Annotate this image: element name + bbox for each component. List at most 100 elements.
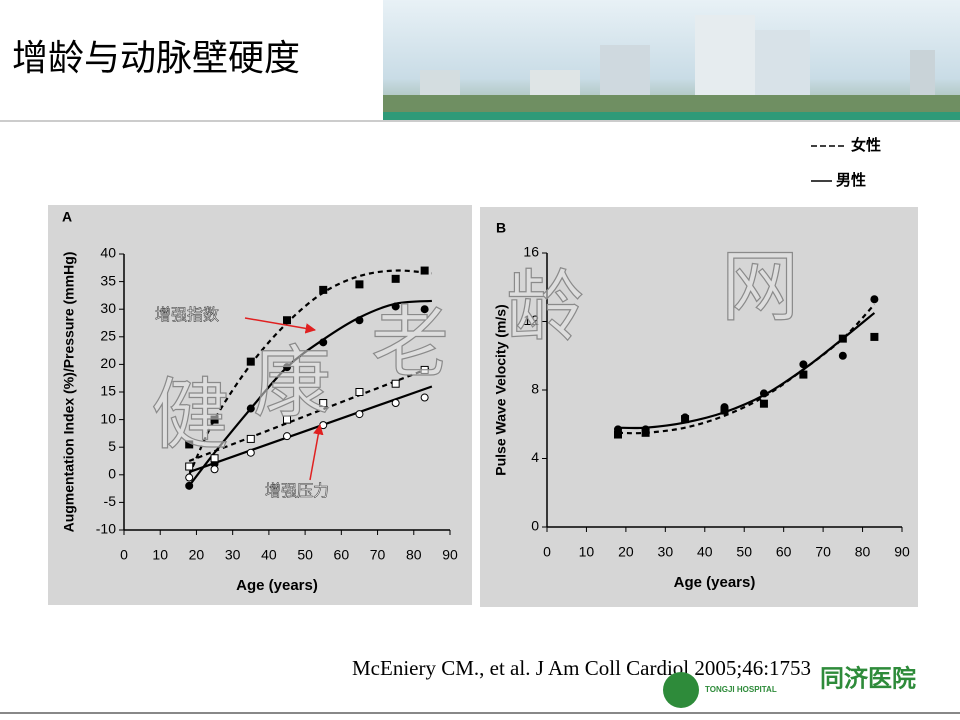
point [391,399,400,408]
annotation-arrow [244,317,317,334]
point [799,370,808,379]
x-tick-label: 20 [189,547,205,563]
header-photo [383,0,960,120]
x-tick-label: 30 [225,547,241,563]
chart: A -10 -5 0 5 10 15 20 25 30 35 40 0 10 20 30 40 50 60 70 80 9… [61,209,458,594]
legend: 女性 男性 [811,136,881,189]
y-tick-label: 20 [100,355,116,371]
point [420,266,429,275]
point [420,365,429,374]
x-tick-label: 50 [736,544,752,560]
x-tick-label: 60 [334,547,350,563]
watermark-char: 龄 [506,262,584,352]
y-tick-label: 25 [100,328,116,344]
point [355,316,364,325]
x-tick-label: 0 [120,547,128,563]
y-tick-label: 0 [531,518,539,534]
panel-background [48,205,472,605]
annotation: 增强压力 [265,482,329,500]
y-tick-label: 5 [108,438,116,454]
point [319,399,328,408]
x-tick-label: 90 [894,544,910,560]
point [283,415,291,424]
x-tick-label: 60 [776,544,792,560]
logo-name: 同济医院 [820,664,916,692]
y-tick-label: 30 [100,300,116,316]
x-tick-label: 10 [152,547,168,563]
point [246,404,255,413]
y-tick-label: 40 [100,245,116,261]
x-tick-label: 90 [442,547,458,563]
y-tick-label: 35 [100,272,116,288]
point [185,481,194,490]
panel-label: B [496,220,506,236]
point [391,302,400,311]
y-tick-label: 4 [531,449,539,465]
point [246,448,255,457]
point [641,425,650,434]
x-tick-label: 40 [697,544,713,560]
fit-line [188,269,432,476]
point [720,403,729,412]
point [681,413,690,422]
point [185,462,194,471]
y-axis-label: Pulse Wave Velocity (m/s) [493,304,509,475]
y-tick-label: 12 [523,312,539,328]
point [246,434,255,443]
x-tick-label: 70 [370,547,386,563]
x-tick-label: 80 [855,544,871,560]
logo-english: TONGJI HOSPITAL [705,685,777,694]
point [246,357,255,366]
point [210,454,219,463]
annotation: 增强指数 [155,306,219,324]
point [799,360,808,369]
point [283,316,291,325]
y-tick-label: 0 [108,466,116,482]
point [420,393,429,402]
point [759,389,768,398]
y-axis-label: Augmentation Index (%)/Pressure (mmHg) [61,252,77,533]
point [185,440,194,449]
point [614,425,622,434]
point [355,410,364,419]
watermark: 健康老龄 网 [150,242,799,461]
annotation-arrow [309,423,324,481]
point [420,305,429,314]
legend-label: 男性 [836,171,866,189]
x-tick-label: 70 [815,544,831,560]
point [870,295,879,304]
point [283,432,291,441]
x-axis-label: Age (years) [674,574,756,591]
fit-line [188,385,433,474]
x-tick-label: 20 [618,544,634,560]
y-tick-label: 8 [531,381,539,397]
x-tick-label: 80 [406,547,422,563]
y-tick-label: 15 [100,383,116,399]
watermark-char: 健 [151,370,229,460]
point [210,465,219,474]
x-axis-label: Age (years) [236,577,318,594]
y-tick-label: 10 [100,410,116,426]
point [355,280,364,289]
panel-label: A [62,209,72,225]
logo: 同济医院 TONGJI HOSPITAL [663,664,916,708]
point [355,388,364,396]
point [391,379,400,388]
slide-title: 增龄与动脉壁硬度 [12,38,300,79]
point [838,334,847,343]
y-tick-label: -10 [96,521,116,537]
fit-line [188,366,433,463]
y-tick-label: 16 [523,244,539,260]
chart: B 0 4 8 12 16 0 10 20 30 40 50 60 70 80 90 Age (years) Pu… [493,220,910,591]
watermark-char: 康 [253,338,331,428]
point [838,351,847,360]
watermark-char: 老 [371,298,449,388]
watermark-char: 网 [721,242,799,332]
point [319,338,328,347]
x-tick-label: 30 [658,544,674,560]
point [210,415,219,424]
x-tick-label: 40 [261,547,277,563]
y-tick-label: -5 [104,493,117,509]
